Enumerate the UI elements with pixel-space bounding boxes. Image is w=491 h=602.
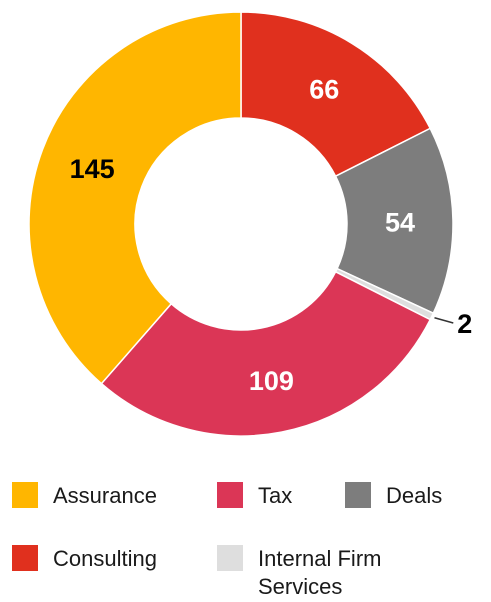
leader-line-internal-firm-services bbox=[434, 317, 454, 324]
slice-tax bbox=[100, 270, 432, 437]
slice-value-label-assurance: 145 bbox=[70, 154, 115, 184]
donut-chart: 66 54 2 109 145 bbox=[28, 11, 472, 437]
legend-swatch-assurance bbox=[12, 482, 38, 508]
legend-label-internal-firm-services: Internal Firm Services bbox=[258, 546, 382, 599]
legend-item-consulting: Consulting bbox=[12, 545, 157, 573]
slice-value-label-internal-firm-services: 2 bbox=[457, 309, 472, 339]
slice-assurance bbox=[28, 11, 242, 385]
legend-item-deals: Deals bbox=[345, 482, 442, 510]
legend-label-consulting: Consulting bbox=[53, 546, 157, 571]
legend-item-internal-firm-services: Internal Firm Services bbox=[217, 545, 428, 601]
slice-value-label-tax: 109 bbox=[249, 366, 294, 396]
legend-swatch-tax bbox=[217, 482, 243, 508]
chart-legend: Assurance Tax Deals Consulting Internal … bbox=[0, 470, 491, 602]
legend-label-deals: Deals bbox=[386, 483, 443, 508]
legend-swatch-deals bbox=[345, 482, 371, 508]
legend-item-assurance: Assurance bbox=[12, 482, 157, 510]
slice-value-label-deals: 54 bbox=[385, 207, 415, 237]
legend-swatch-internal-firm-services bbox=[217, 545, 243, 571]
slice-value-label-consulting: 66 bbox=[309, 75, 339, 105]
legend-item-tax: Tax bbox=[217, 482, 292, 510]
legend-label-tax: Tax bbox=[258, 483, 293, 508]
legend-swatch-consulting bbox=[12, 545, 38, 571]
legend-label-assurance: Assurance bbox=[53, 483, 157, 508]
slice-consulting bbox=[240, 11, 432, 178]
